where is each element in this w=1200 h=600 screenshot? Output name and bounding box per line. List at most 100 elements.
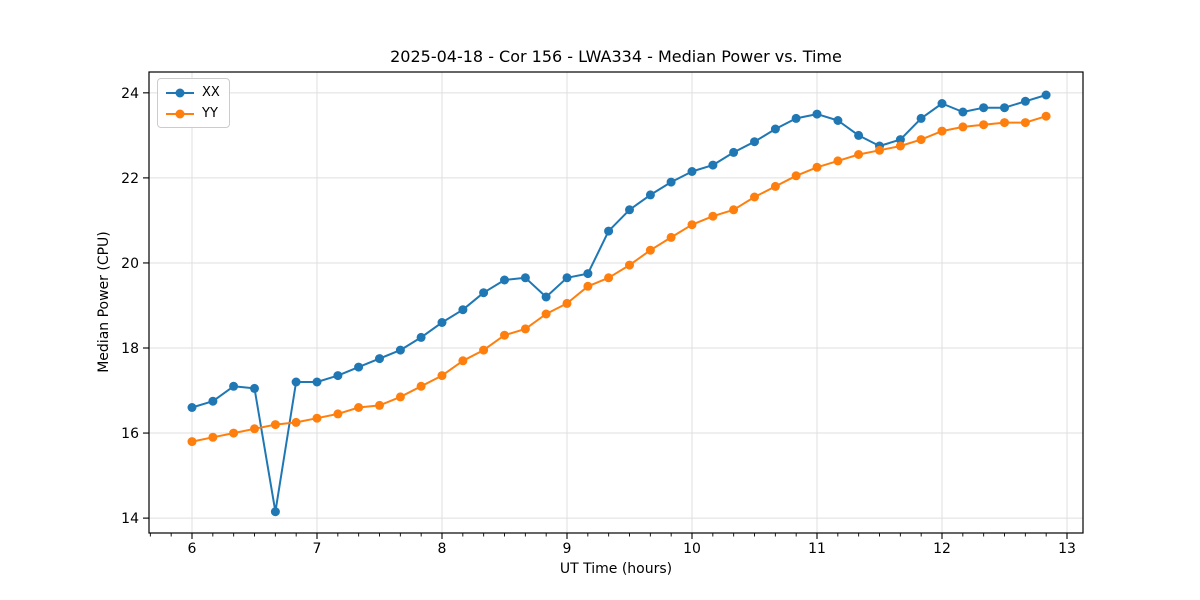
data-point-yy: [375, 400, 384, 410]
data-point-xx: [604, 226, 614, 236]
data-point-yy: [416, 381, 426, 391]
data-point-xx: [375, 354, 384, 364]
data-point-xx: [479, 288, 489, 298]
plot-border: [148, 71, 1084, 534]
data-point-xx: [354, 362, 364, 372]
x-tick-label: 9: [563, 541, 572, 557]
legend-label-xx: XX: [202, 85, 220, 100]
x-tick-label: 13: [1058, 541, 1076, 557]
data-point-xx: [916, 113, 926, 123]
data-point-xx: [791, 113, 801, 123]
data-point-yy: [708, 211, 718, 221]
data-point-xx: [1020, 96, 1030, 106]
data-point-xx: [395, 345, 405, 355]
data-point-yy: [666, 232, 676, 242]
legend-line-xx-icon: [166, 88, 194, 97]
y-tick-label: 20: [121, 256, 139, 272]
data-point-xx: [250, 383, 259, 393]
data-point-xx: [1041, 90, 1051, 100]
data-point-yy: [583, 281, 593, 291]
data-point-yy: [500, 330, 509, 340]
x-tick-label: 10: [683, 541, 701, 557]
legend-item-yy: YY: [165, 104, 220, 123]
data-point-xx: [416, 332, 426, 342]
legend-line-yy-icon: [166, 109, 194, 118]
data-point-xx: [687, 167, 697, 176]
data-point-xx: [187, 403, 197, 412]
data-point-xx: [958, 107, 968, 117]
data-point-yy: [229, 428, 239, 438]
data-point-yy: [520, 324, 530, 334]
data-point-xx: [854, 130, 864, 140]
data-point-yy: [625, 260, 634, 270]
y-tick-label: 18: [121, 341, 139, 357]
data-point-yy: [916, 135, 926, 145]
data-point-xx: [500, 275, 509, 285]
data-point-xx: [1000, 103, 1009, 113]
y-tick-label: 24: [121, 86, 139, 102]
data-point-yy: [604, 273, 614, 283]
data-point-xx: [541, 292, 551, 302]
data-point-yy: [770, 181, 780, 191]
series-line-xx: [191, 94, 1047, 513]
data-point-xx: [562, 273, 572, 283]
data-point-xx: [208, 396, 218, 406]
data-point-yy: [187, 437, 197, 447]
data-point-yy: [791, 171, 801, 181]
data-point-yy: [687, 220, 697, 230]
data-point-xx: [520, 273, 530, 283]
data-point-yy: [458, 356, 468, 366]
data-point-xx: [750, 137, 759, 147]
data-point-yy: [750, 192, 759, 202]
data-point-xx: [458, 305, 468, 315]
data-point-yy: [833, 156, 843, 166]
y-tick-label: 14: [121, 511, 139, 527]
y-tick-label: 16: [121, 426, 139, 442]
x-tick-label: 11: [808, 541, 826, 557]
data-point-yy: [937, 126, 947, 136]
data-point-yy: [979, 120, 989, 130]
data-point-xx: [625, 205, 634, 215]
chart-title: 2025-04-18 - Cor 156 - LWA334 - Median P…: [390, 47, 842, 66]
data-point-xx: [270, 507, 280, 517]
data-point-yy: [854, 150, 864, 159]
data-point-yy: [645, 245, 655, 255]
data-point-xx: [833, 116, 843, 125]
data-point-yy: [895, 141, 905, 151]
data-point-xx: [437, 318, 447, 327]
data-point-yy: [291, 417, 301, 427]
data-point-xx: [979, 103, 989, 113]
data-point-xx: [937, 99, 947, 108]
data-point-yy: [208, 432, 218, 442]
data-point-yy: [354, 403, 364, 412]
data-point-xx: [895, 135, 905, 145]
data-point-xx: [770, 124, 780, 134]
data-point-xx: [729, 147, 739, 157]
y-tick-label: 22: [121, 171, 139, 187]
x-tick-label: 7: [313, 541, 322, 557]
data-point-yy: [312, 413, 322, 423]
data-point-yy: [479, 345, 489, 355]
data-point-yy: [562, 298, 572, 308]
data-point-xx: [583, 269, 593, 279]
data-point-yy: [812, 162, 822, 172]
data-point-xx: [312, 377, 322, 387]
data-point-xx: [229, 381, 239, 391]
data-point-yy: [1041, 111, 1051, 121]
legend: XX YY: [157, 78, 230, 128]
data-point-xx: [666, 177, 676, 187]
series-line-yy: [191, 115, 1047, 443]
data-point-yy: [333, 409, 343, 419]
data-point-yy: [270, 420, 280, 430]
data-point-yy: [541, 309, 551, 319]
y-axis-label: Median Power (CPU): [96, 231, 112, 373]
data-point-yy: [1000, 118, 1009, 128]
x-tick-label: 6: [188, 541, 197, 557]
x-tick-label: 12: [933, 541, 951, 557]
data-point-yy: [958, 122, 968, 132]
data-point-yy: [250, 424, 259, 434]
data-point-yy: [395, 392, 405, 402]
data-point-yy: [729, 205, 739, 215]
